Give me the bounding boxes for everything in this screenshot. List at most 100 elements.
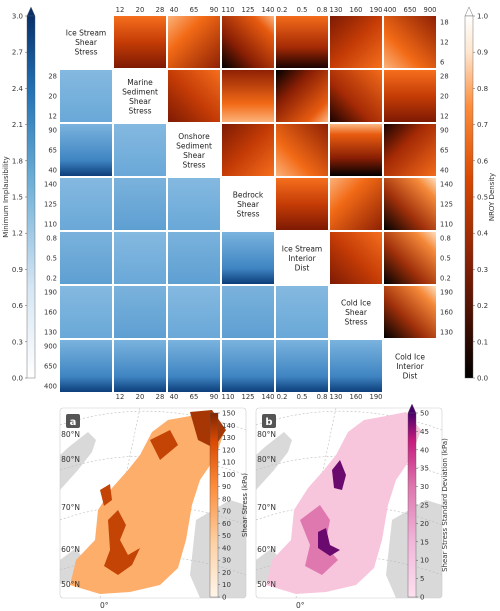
colorbar-tick: 45 (420, 428, 429, 436)
colorbar-tick: 140 (222, 422, 235, 430)
nroy-density-cell (384, 286, 436, 338)
colorbar-tick: 30 (222, 557, 231, 565)
tick-label: 28 (156, 393, 165, 401)
tick-label: 400 (44, 383, 57, 391)
implausibility-cell (60, 232, 112, 284)
latitude-label: 50°N (257, 580, 276, 589)
tick-label: 0.2 (277, 393, 288, 401)
nroy-density-cell (330, 124, 382, 176)
colorbar-label: Shear Stress Standard Deviation (kPa) (441, 438, 449, 572)
implausibility-cell (222, 232, 274, 284)
tick-label: 900 (424, 6, 437, 14)
tick-label: 125 (242, 6, 255, 14)
tick-label: 400 (384, 6, 397, 14)
tick-label: 190 (440, 289, 453, 297)
tick-label: 40 (440, 167, 449, 175)
svg-text:Onshore: Onshore (178, 132, 210, 141)
implausibility-cell (276, 340, 328, 392)
tick-label: 65 (440, 147, 449, 155)
tick-label: 65 (190, 6, 199, 14)
implausibility-cell (276, 286, 328, 338)
colorbar-tick: 0.7 (477, 121, 488, 129)
tick-label: 20 (48, 93, 57, 101)
colorbar-scale (26, 15, 36, 379)
implausibility-cell (60, 286, 112, 338)
tick-label: 130 (440, 329, 453, 337)
tick-label: 650 (404, 6, 417, 14)
colorbar-tick: 30 (420, 483, 429, 491)
tick-label: 20 (440, 93, 449, 101)
colorbar-tick: 35 (420, 465, 429, 473)
colorbar-tick: 1.8 (12, 157, 23, 165)
tick-label: 90 (440, 127, 449, 135)
implausibility-cell (168, 178, 220, 230)
nroy-density-cell (276, 70, 328, 122)
svg-text:Ice Stream: Ice Stream (66, 29, 106, 38)
ice-high-b2 (318, 528, 340, 556)
tick-label: 160 (350, 393, 363, 401)
colorbar-tick: 120 (222, 446, 235, 454)
colorbar-tick: 0.8 (477, 85, 488, 93)
svg-text:Dist: Dist (403, 372, 418, 381)
tick-label: 110 (222, 393, 235, 401)
svg-text:a: a (70, 417, 77, 428)
tick-label: 0.8 (317, 6, 328, 14)
colorbar-extend-arrow (26, 6, 36, 17)
tick-label: 65 (190, 393, 199, 401)
implausibility-cell (168, 286, 220, 338)
latitude-label: 70°N (257, 503, 276, 512)
colorbar-tick: 0.9 (477, 49, 488, 57)
tick-label: 0.5 (297, 393, 308, 401)
implausibility-cell (114, 178, 166, 230)
tick-label: 20 (136, 393, 145, 401)
implausibility-cell (222, 340, 274, 392)
implausibility-cell (60, 340, 112, 392)
implausibility-cell (114, 340, 166, 392)
nroy-density-cell (330, 16, 382, 68)
tick-label: 140 (262, 393, 275, 401)
svg-text:Stress: Stress (236, 210, 259, 219)
right-colorbar: 1.0 0.9 0.8 0.7 0.6 0.5 0.4 0.3 0.2 0.1 0.0 NROY De… (464, 6, 496, 383)
svg-text:Cold Ice: Cold Ice (395, 353, 425, 362)
colorbar-scale (464, 15, 474, 379)
tick-label: 160 (44, 309, 57, 317)
colorbar-tick: 10 (420, 557, 429, 565)
colorbar-tick: 50 (222, 532, 231, 540)
tick-label: 0.2 (440, 275, 451, 283)
implausibility-cell (114, 232, 166, 284)
svg-text:Marine: Marine (127, 78, 153, 87)
tick-label: 20 (136, 6, 145, 14)
svg-text:Cold Ice: Cold Ice (341, 299, 371, 308)
tick-label: 90 (210, 393, 219, 401)
nroy-density-cell (330, 178, 382, 230)
nroy-density-cell (276, 124, 328, 176)
latitude-label: 60°N (257, 545, 276, 554)
svg-text:Stress: Stress (344, 318, 367, 327)
nroy-density-cell (168, 16, 220, 68)
implausibility-cell (114, 124, 166, 176)
colorbar-tick: 100 (222, 471, 235, 479)
nroy-density-cell (222, 124, 274, 176)
tick-label: 65 (48, 147, 57, 155)
tick-label: 125 (242, 393, 255, 401)
ice-streams-a2 (100, 484, 112, 506)
colorbar-tick: 2.1 (12, 121, 23, 129)
nroy-density-cell (384, 178, 436, 230)
svg-text:Stress: Stress (74, 48, 97, 57)
tick-label: 125 (44, 201, 57, 209)
implausibility-cell (330, 340, 382, 392)
colorbar-tick: 0.4 (477, 230, 489, 238)
colorbar-tick: 0.6 (12, 302, 24, 310)
colorbar-tick: 20 (222, 569, 231, 577)
grid-circle-1 (60, 410, 246, 431)
colorbar-tick: 0.3 (477, 266, 488, 274)
ice-streams-a (104, 510, 140, 575)
latitude-label: 50°N (61, 580, 80, 589)
colorbar-tick: 40 (420, 446, 429, 454)
tick-label: 110 (44, 221, 57, 229)
svg-text:Sediment: Sediment (176, 141, 212, 150)
tick-label: 12 (48, 113, 57, 121)
